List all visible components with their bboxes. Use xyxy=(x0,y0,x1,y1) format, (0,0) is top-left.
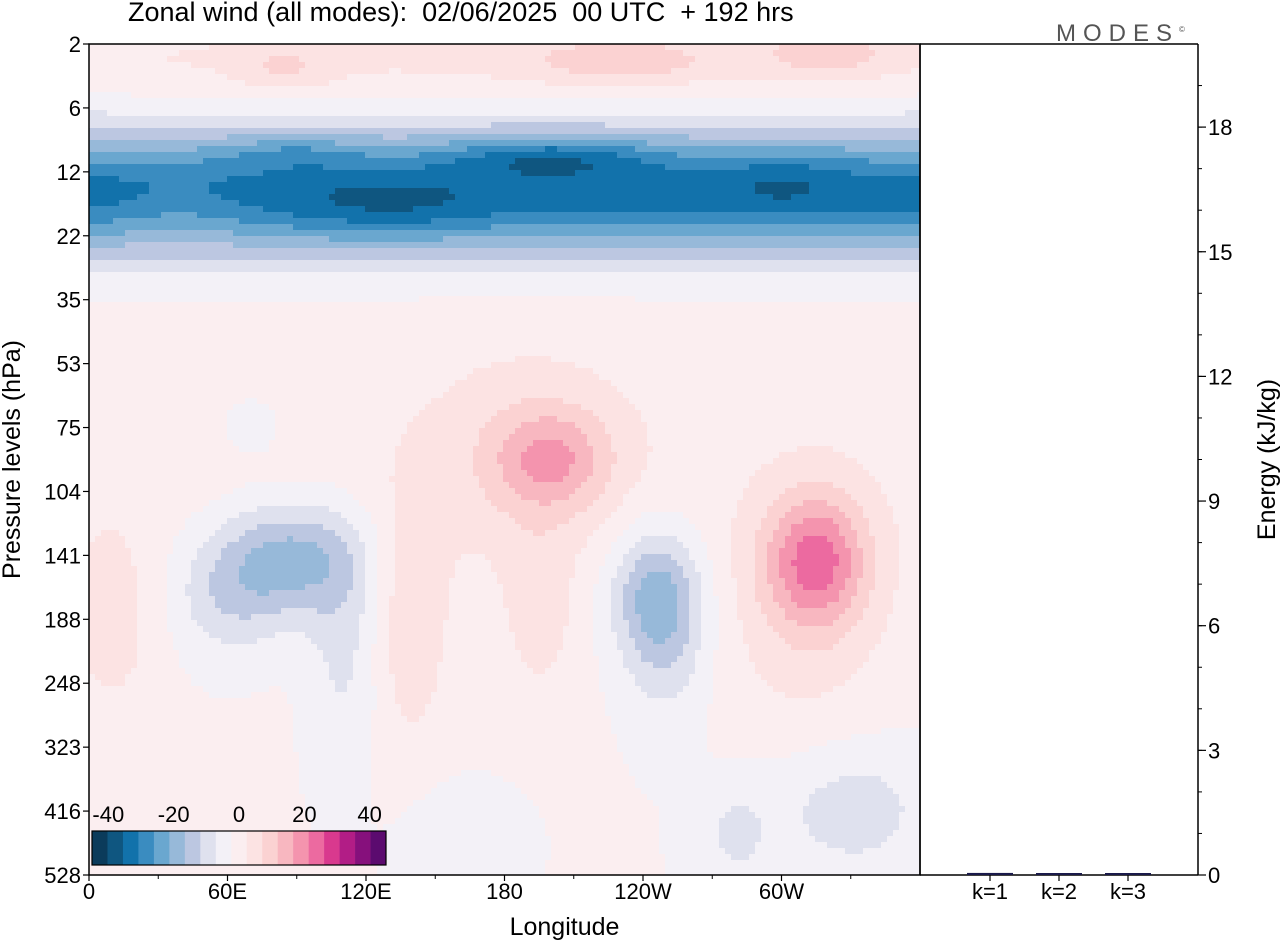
x-axis-label: Longitude xyxy=(510,913,620,941)
x-tick-label: 120E xyxy=(340,879,391,904)
colorbar-swatch xyxy=(247,831,263,865)
colorbar-swatch xyxy=(231,831,247,865)
colorbar-tick-label: 0 xyxy=(233,802,245,827)
colorbar-swatch xyxy=(107,831,123,865)
heatmap-panel xyxy=(89,44,924,879)
colorbar-tick-label: 40 xyxy=(357,802,381,827)
y-tick-label: 53 xyxy=(57,352,81,377)
colorbar-swatch xyxy=(123,831,139,865)
colorbar-swatch xyxy=(340,831,356,865)
x-tick-label: 60W xyxy=(759,879,804,904)
energy-bar xyxy=(1105,873,1151,875)
energy-axis-label: Energy (kJ/kg) xyxy=(1253,379,1280,540)
colorbar-tick-label: -40 xyxy=(92,802,124,827)
y-tick-label: 22 xyxy=(57,224,81,249)
colorbar-swatch xyxy=(169,831,185,865)
energy-tick-label: 3 xyxy=(1208,738,1220,763)
y-tick-label: 12 xyxy=(57,160,81,185)
energy-panel: 0 3 6 9 12 15 18 Energy (kJ/kg) k=1 k=2 k=3 xyxy=(920,44,1280,904)
colorbar-swatch xyxy=(185,831,201,865)
colorbar-swatch xyxy=(278,831,294,865)
y-tick-label: 104 xyxy=(44,479,81,504)
colorbar-swatch xyxy=(324,831,340,865)
colorbar-swatch xyxy=(216,831,232,865)
energy-tick-label: 12 xyxy=(1208,364,1232,389)
colorbar-tick-label: 20 xyxy=(292,802,316,827)
y-tick-label: 323 xyxy=(44,735,81,760)
y-tick-label: 35 xyxy=(57,288,81,313)
energy-category-label: k=2 xyxy=(1041,879,1077,904)
y-tick-label: 141 xyxy=(44,543,81,568)
x-tick-label: 0 xyxy=(83,879,95,904)
y-tick-label: 416 xyxy=(44,799,81,824)
y-tick-label: 188 xyxy=(44,607,81,632)
x-tick-label: 180 xyxy=(486,879,523,904)
colorbar-swatch xyxy=(200,831,216,865)
energy-bar xyxy=(1036,873,1082,875)
y-tick-label: 75 xyxy=(57,416,81,441)
colorbar-swatch xyxy=(293,831,309,865)
y-axis-label: Pressure levels (hPa) xyxy=(0,340,26,579)
energy-tick-label: 15 xyxy=(1208,240,1232,265)
energy-bar xyxy=(967,873,1013,875)
colorbar-swatch xyxy=(138,831,154,865)
energy-tick-label: 0 xyxy=(1208,863,1220,888)
colorbar-swatch xyxy=(262,831,278,865)
energy-tick-label: 9 xyxy=(1208,489,1220,514)
colorbar-tick-label: -20 xyxy=(158,802,190,827)
colorbar-swatch xyxy=(355,831,371,865)
y-tick-label: 248 xyxy=(44,671,81,696)
y-tick-label: 6 xyxy=(69,96,81,121)
x-tick-label: 120W xyxy=(614,879,672,904)
energy-tick-label: 18 xyxy=(1208,115,1232,140)
x-tick-label: 60E xyxy=(208,879,247,904)
y-tick-label: 528 xyxy=(44,863,81,888)
colorbar-swatch xyxy=(371,831,387,865)
energy-category-label: k=3 xyxy=(1110,879,1146,904)
colorbar-swatch xyxy=(309,831,325,865)
wind-field xyxy=(89,44,924,879)
y-tick-label: 2 xyxy=(69,32,81,57)
energy-category-label: k=1 xyxy=(972,879,1008,904)
colorbar-swatch xyxy=(92,831,108,865)
colorbar-swatch xyxy=(154,831,170,865)
energy-tick-label: 6 xyxy=(1208,614,1220,639)
